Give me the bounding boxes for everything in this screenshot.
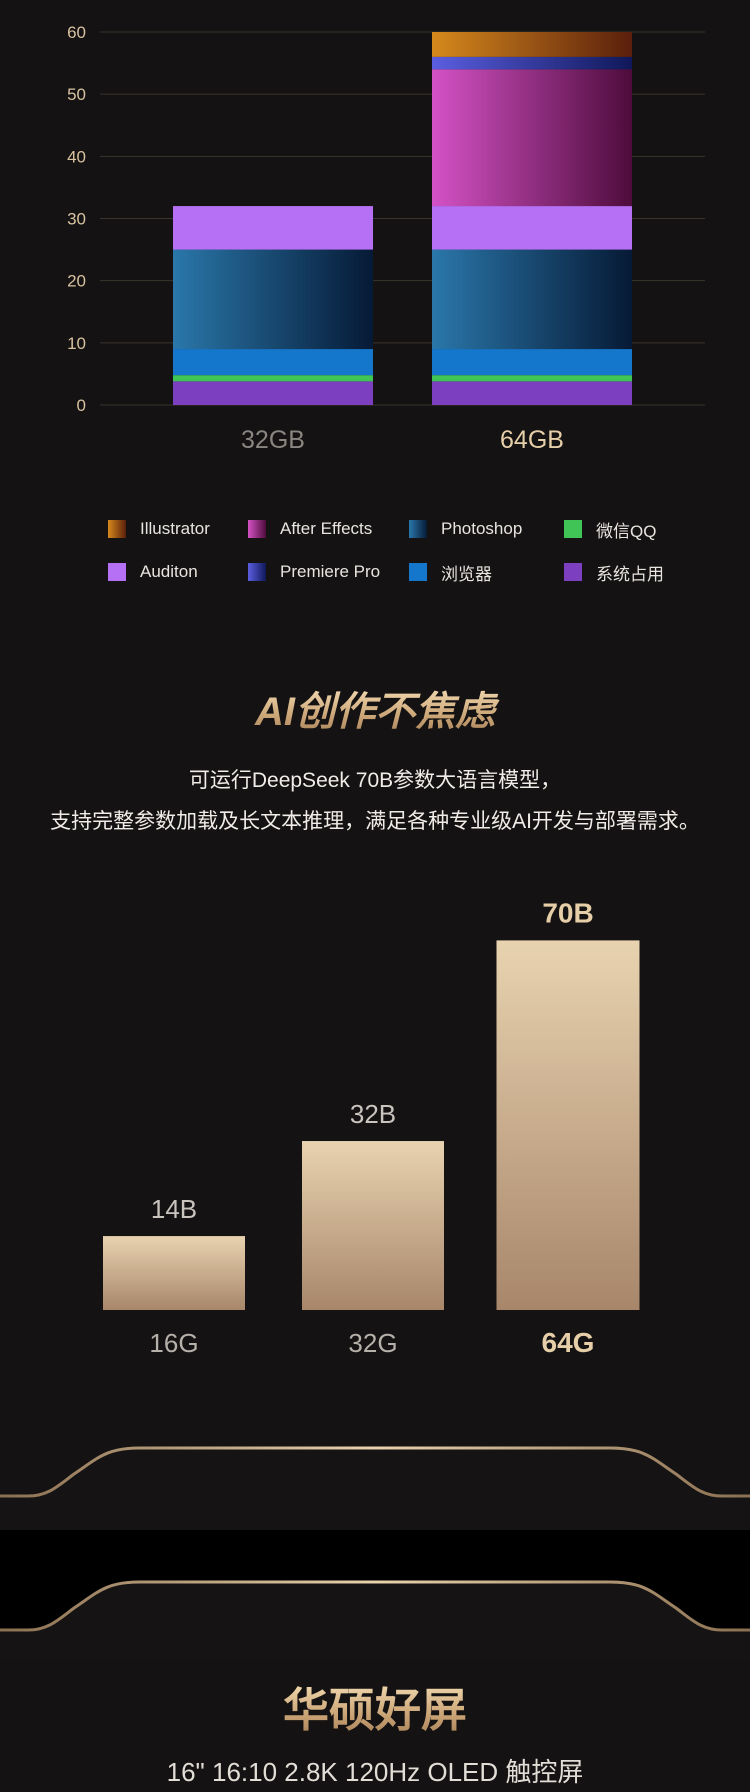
legend-label: Auditon (140, 562, 198, 581)
decorative-frame (0, 1446, 750, 1660)
y-tick-label: 40 (67, 147, 86, 166)
y-tick-label: 20 (67, 272, 86, 291)
legend-item-system: 系统占用 (564, 561, 664, 584)
legend-label: 浏览器 (441, 564, 492, 584)
y-tick-label: 0 (77, 396, 86, 415)
legend-label: 微信QQ (596, 521, 657, 541)
lower-frame-fill (0, 1582, 750, 1660)
stack-segment (432, 381, 632, 405)
chart-bars (173, 32, 632, 405)
y-tick-label: 50 (67, 85, 86, 104)
chart-legend: Illustrator After Effects Photoshop 微信QQ… (0, 510, 750, 590)
lower-gold-line (0, 1580, 750, 1632)
legend-item-auditon: Auditon (108, 561, 198, 583)
x-category-label: 32GB (241, 426, 305, 454)
ai-description-line-1: 可运行DeepSeek 70B参数大语言模型， (188, 769, 562, 792)
legend-label: Photoshop (441, 519, 523, 538)
legend-item-after-effects: After Effects (248, 518, 372, 540)
stack-segment (432, 206, 632, 250)
bar-value-label: 32B (350, 1099, 396, 1129)
chart-bars: 14B 16G 32B 32G 70B 64G (103, 897, 640, 1358)
stack-segment (432, 349, 632, 376)
legend-swatch (108, 520, 126, 538)
stack-segment (173, 349, 373, 376)
y-tick-label: 30 (67, 210, 86, 229)
model-size-chart: 14B 16G 32B 32G 70B 64G (103, 897, 640, 1358)
legend-swatch (248, 520, 266, 538)
ai-section-title: AI创作不焦虑 (0, 688, 750, 736)
x-category-label: 16G (149, 1328, 198, 1358)
legend-label: Illustrator (140, 519, 210, 538)
ai-description-line-2: 支持完整参数加载及长文本推理，满足各种专业级AI开发与部署需求。 (50, 810, 700, 833)
bar-value-label: 14B (151, 1194, 197, 1224)
x-category-label: 64GB (500, 426, 564, 454)
legend-label: After Effects (280, 519, 373, 538)
legend-item-illustrator: Illustrator (108, 518, 210, 540)
x-category-label: 64G (542, 1327, 595, 1358)
screen-section-title: 华硕好屏 (0, 1683, 750, 1737)
model-bar (496, 940, 640, 1310)
legend-swatch (409, 520, 427, 538)
legend-swatch (108, 563, 126, 581)
legend-item-wechat-qq: 微信QQ (564, 518, 657, 541)
stack-segment (432, 32, 632, 57)
stack-segment (173, 381, 373, 405)
legend-swatch (564, 520, 582, 538)
legend-item-browser: 浏览器 (409, 561, 492, 584)
legend-item-premiere-pro: Premiere Pro (248, 561, 380, 583)
chart-labels: 0 10 20 30 40 50 60 32GB 64GB (67, 23, 564, 454)
model-bar (103, 1236, 245, 1310)
stack-segment (432, 249, 632, 350)
stack-segment (173, 249, 373, 350)
legend-swatch (564, 563, 582, 581)
stack-segment (432, 69, 632, 207)
upper-gold-line (0, 1446, 750, 1498)
screen-spec-subtitle: 16" 16:10 2.8K 120Hz OLED 触控屏 (166, 1757, 584, 1787)
y-tick-label: 10 (67, 334, 86, 353)
legend-label: 系统占用 (596, 564, 664, 584)
stack-segment (432, 56, 632, 70)
x-category-label: 32G (348, 1328, 397, 1358)
memory-stack-chart: 0 10 20 30 40 50 60 32GB 64GB (67, 23, 705, 454)
stack-segment (432, 375, 632, 382)
stack-segment (173, 375, 373, 382)
y-tick-label: 60 (67, 23, 86, 42)
stack-segment (173, 206, 373, 250)
legend-swatch (409, 563, 427, 581)
legend-swatch (248, 563, 266, 581)
upper-frame-fill (0, 1448, 750, 1530)
legend-item-photoshop: Photoshop (409, 518, 522, 540)
legend-label: Premiere Pro (280, 562, 381, 581)
bar-value-label: 70B (542, 897, 593, 928)
model-bar (302, 1141, 444, 1310)
